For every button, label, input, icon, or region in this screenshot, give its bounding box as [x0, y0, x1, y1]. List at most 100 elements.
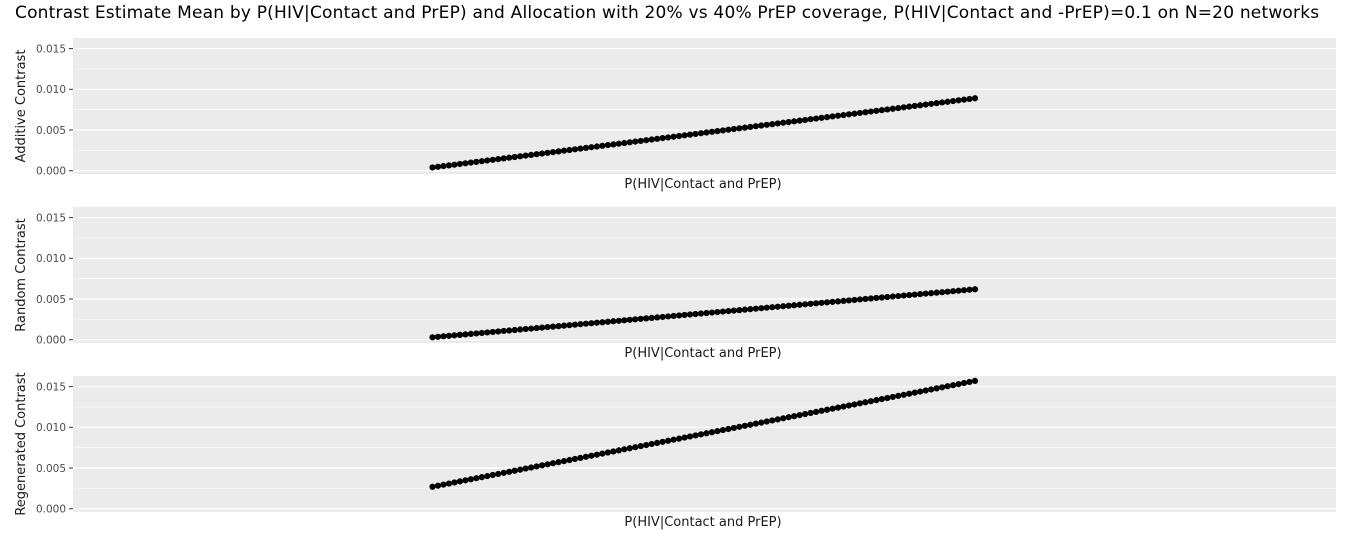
data-point [763, 304, 770, 311]
data-point [456, 331, 463, 338]
x-axis-label: P(HIV|Contact and PrEP) [624, 515, 781, 530]
panel-background [73, 38, 1336, 174]
y-tick-label: 0.010 [36, 253, 66, 265]
data-point [560, 147, 568, 154]
data-point [440, 481, 447, 488]
x-axis-label: P(HIV|Contact and PrEP) [624, 177, 781, 192]
data-point [911, 389, 918, 396]
data-point [763, 121, 770, 128]
data-point [780, 303, 787, 310]
data-point [489, 156, 496, 163]
data-point [500, 327, 507, 335]
data-point [818, 299, 825, 306]
data-point [440, 333, 447, 340]
data-point [906, 103, 913, 110]
data-point [571, 455, 579, 463]
data-point [582, 144, 590, 152]
data-point [917, 102, 924, 109]
data-point [637, 315, 644, 322]
data-point [725, 126, 732, 133]
data-point [933, 385, 940, 392]
data-point [467, 476, 474, 483]
data-point [791, 118, 798, 125]
y-tick-label: 0.010 [36, 422, 66, 434]
data-point [533, 151, 540, 158]
data-point [719, 308, 727, 315]
data-point [467, 330, 474, 338]
data-point [939, 384, 946, 391]
data-point [823, 406, 831, 413]
data-point [675, 132, 683, 140]
data-point [549, 323, 557, 330]
y-tick-label: 0.005 [36, 463, 66, 475]
data-point [506, 154, 513, 161]
data-point [632, 316, 639, 323]
data-point [440, 162, 447, 170]
data-point [895, 104, 902, 112]
data-point [484, 329, 491, 336]
y-tick-label: 0.000 [36, 504, 66, 516]
data-point [730, 125, 737, 133]
data-point [571, 321, 579, 328]
data-point [429, 334, 436, 341]
data-point [944, 288, 951, 295]
data-point [478, 474, 485, 481]
data-point [675, 312, 683, 319]
data-point [610, 448, 617, 455]
data-point [489, 471, 496, 479]
y-tick-label: 0.005 [36, 125, 66, 137]
data-point [495, 155, 502, 163]
data-point [791, 413, 798, 420]
data-point [549, 460, 557, 467]
data-point [610, 318, 617, 325]
data-point [577, 321, 584, 328]
data-point [769, 121, 776, 128]
data-point [648, 314, 655, 321]
data-point [933, 100, 940, 107]
data-point [867, 295, 874, 302]
data-point [714, 428, 721, 435]
data-point [955, 380, 962, 388]
data-point [544, 324, 551, 331]
data-point [966, 286, 973, 293]
data-point [785, 302, 792, 309]
data-point [484, 472, 491, 480]
data-point [856, 296, 864, 303]
data-point [807, 409, 814, 417]
panel-background [73, 376, 1336, 512]
series-points [429, 286, 979, 341]
data-point [939, 99, 946, 106]
data-point [708, 429, 716, 436]
data-point [593, 319, 600, 326]
data-point [621, 446, 628, 453]
data-point [632, 138, 639, 145]
y-tick-label: 0.015 [36, 43, 66, 55]
data-point [949, 97, 957, 105]
data-point [741, 124, 748, 131]
data-point [665, 134, 672, 141]
data-point [845, 297, 853, 304]
data-point [462, 331, 469, 338]
data-point [626, 316, 633, 323]
data-point [593, 451, 600, 458]
data-point [889, 393, 896, 401]
data-point [851, 401, 858, 408]
data-point [928, 100, 935, 107]
data-point [719, 127, 727, 134]
data-point [615, 447, 622, 454]
data-point [895, 392, 902, 399]
data-point [697, 431, 705, 438]
data-point [648, 440, 655, 448]
data-point [686, 131, 694, 138]
data-point [796, 412, 803, 419]
y-axis-label: Regenerated Contrast [14, 372, 29, 515]
data-point [840, 111, 847, 119]
data-point [588, 320, 595, 327]
data-point [884, 394, 891, 402]
data-point [538, 324, 546, 331]
y-tick-label: 0.000 [36, 166, 66, 178]
data-point [703, 129, 710, 136]
data-point [774, 416, 781, 423]
data-point [845, 402, 853, 409]
